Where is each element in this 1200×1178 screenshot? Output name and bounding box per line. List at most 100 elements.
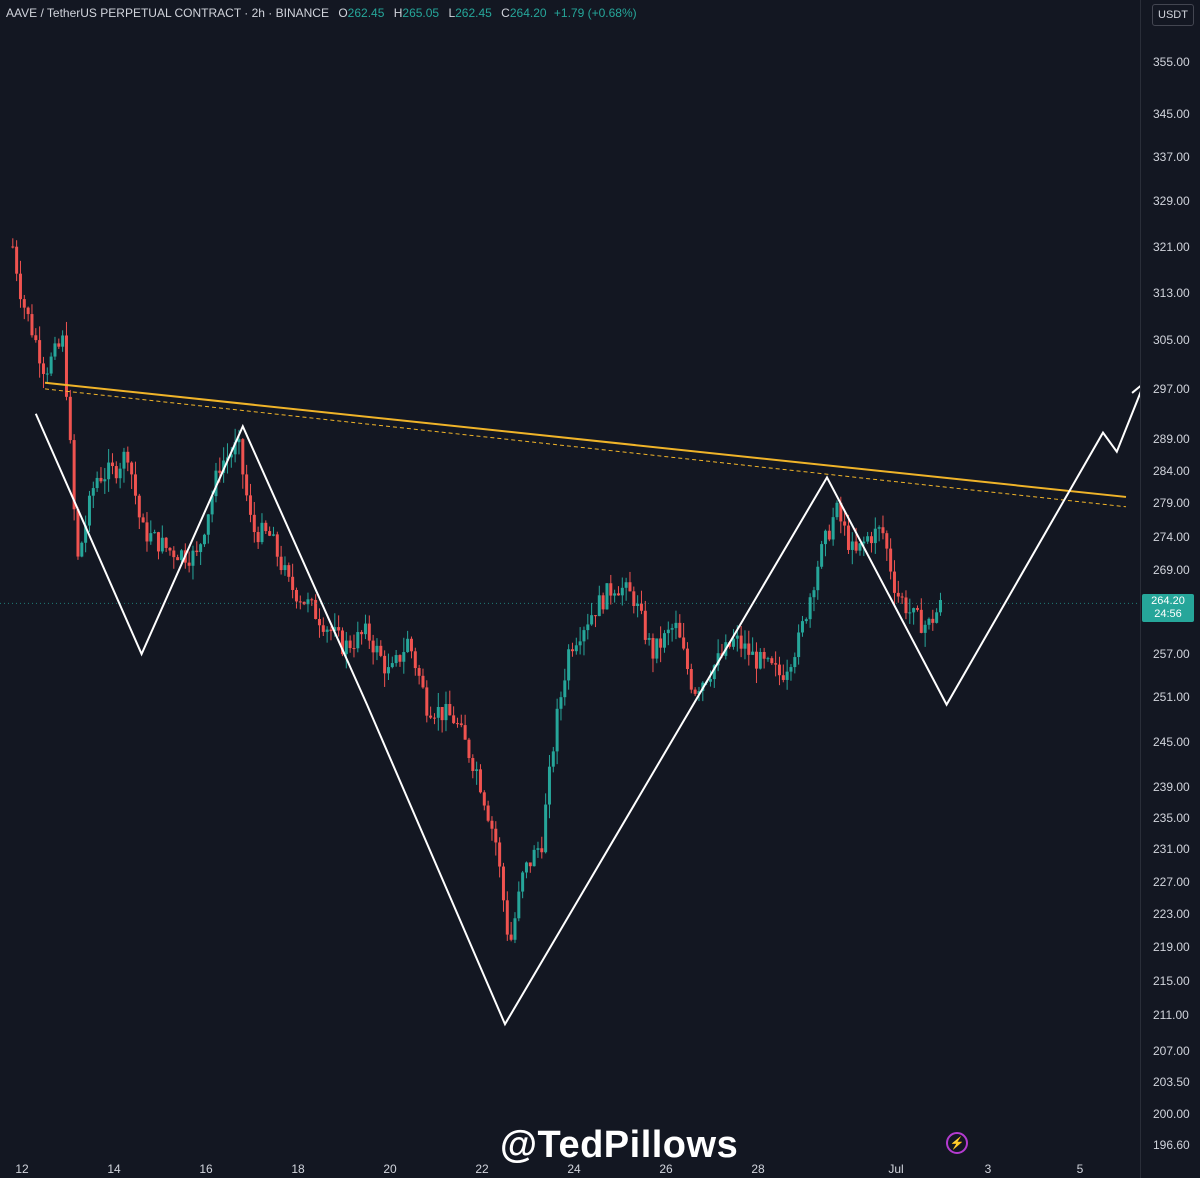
candle-body: [26, 307, 30, 315]
candle-body: [858, 543, 862, 551]
candle-body: [808, 597, 812, 620]
candle-body: [337, 627, 341, 631]
candle-body: [636, 603, 640, 607]
candle-body: [11, 246, 15, 248]
candle-body: [678, 622, 682, 638]
candle-body: [793, 657, 797, 668]
candle-body: [747, 643, 751, 655]
bolt-icon[interactable]: ⚡: [946, 1132, 968, 1154]
price-tick-label: 337.00: [1153, 150, 1190, 165]
price-tick-label: 223.00: [1153, 907, 1190, 922]
candle-body: [141, 517, 145, 523]
candle-body: [781, 675, 785, 680]
candle-body: [49, 356, 53, 374]
candle-body: [697, 691, 701, 694]
candle-body: [57, 343, 61, 347]
candle-body: [99, 477, 103, 482]
candle-body: [820, 544, 824, 567]
candle-body: [45, 373, 49, 375]
candle-body: [532, 849, 536, 867]
chart-area[interactable]: [0, 0, 1148, 1160]
time-tick-label: 24: [567, 1162, 581, 1176]
candle-body: [616, 593, 620, 596]
candle-body: [245, 474, 249, 496]
candle-body: [800, 621, 804, 633]
candle-body: [501, 866, 505, 901]
candle-body: [574, 645, 578, 652]
price-tick-label: 269.00: [1153, 563, 1190, 578]
open-value: 262.45: [347, 6, 385, 20]
candle-body: [429, 715, 433, 718]
candle-body: [693, 689, 697, 694]
candle-body: [375, 645, 379, 653]
currency-button[interactable]: USDT: [1152, 4, 1194, 26]
price-tick-label: 227.00: [1153, 874, 1190, 889]
candle-body: [356, 632, 360, 649]
candle-body: [643, 610, 647, 640]
candle-body: [241, 439, 245, 475]
price-tick-label: 235.00: [1153, 811, 1190, 826]
candle-body: [15, 246, 19, 274]
candle-body: [586, 624, 590, 631]
price-tick-label: 257.00: [1153, 647, 1190, 662]
price-tick-label: 215.00: [1153, 974, 1190, 989]
candle-body: [751, 651, 755, 655]
candle-body: [915, 608, 919, 610]
candle-body: [452, 715, 456, 724]
candle-body: [896, 592, 900, 597]
price-tick-label: 321.00: [1153, 239, 1190, 254]
candle-body: [923, 624, 927, 633]
candle-body: [731, 638, 735, 647]
candle-body: [628, 582, 632, 592]
time-tick-label: Jul: [888, 1162, 904, 1176]
candle-body: [521, 872, 525, 892]
time-axis[interactable]: 12 14 16 18 20 22 24 26 28 Jul 3 5: [0, 1160, 1140, 1178]
candle-body: [544, 804, 548, 853]
candle-body: [685, 648, 689, 670]
candle-body: [325, 629, 329, 632]
candle-body: [275, 534, 279, 557]
candle-body: [471, 758, 475, 771]
candle-body: [651, 638, 655, 659]
candle-body: [268, 531, 272, 536]
candle-body: [64, 335, 68, 397]
candle-body: [762, 651, 766, 659]
candle-body: [118, 468, 122, 479]
candle-body: [214, 470, 218, 497]
candle-body: [758, 651, 762, 669]
chart-canvas[interactable]: [0, 0, 1148, 1160]
candle-body: [613, 593, 617, 596]
candle-body: [774, 663, 778, 665]
candle-body: [624, 582, 628, 588]
candle-body: [103, 479, 107, 482]
candle-body: [712, 665, 716, 680]
candle-body: [409, 638, 413, 652]
candle-body: [87, 495, 91, 526]
candle-body: [743, 643, 747, 649]
candle-body: [689, 669, 693, 690]
time-tick-label: 14: [107, 1162, 121, 1176]
candle-body: [229, 454, 233, 458]
candle-body: [536, 848, 540, 850]
candle-body: [754, 651, 758, 669]
price-axis[interactable]: 355.00 345.00 337.00 329.00 321.00 313.00 305.…: [1140, 0, 1200, 1178]
candle-body: [881, 527, 885, 534]
candle-body: [892, 571, 896, 593]
candle-body: [620, 587, 624, 596]
candle-body: [340, 630, 344, 655]
candle-body: [352, 648, 356, 650]
price-tick-label: 289.00: [1153, 431, 1190, 446]
candle-body: [394, 655, 398, 664]
candle-body: [126, 451, 130, 463]
candle-body: [206, 514, 210, 535]
candle-body: [455, 723, 459, 725]
candle-body: [639, 603, 643, 611]
time-tick-label: 12: [15, 1162, 29, 1176]
candle-body: [785, 671, 789, 680]
candle-body: [137, 495, 141, 518]
price-tick-label: 203.50: [1153, 1074, 1190, 1089]
candle-body: [237, 439, 241, 443]
time-tick-label: 28: [751, 1162, 765, 1176]
candle-body: [383, 655, 387, 674]
candle-body: [582, 630, 586, 642]
